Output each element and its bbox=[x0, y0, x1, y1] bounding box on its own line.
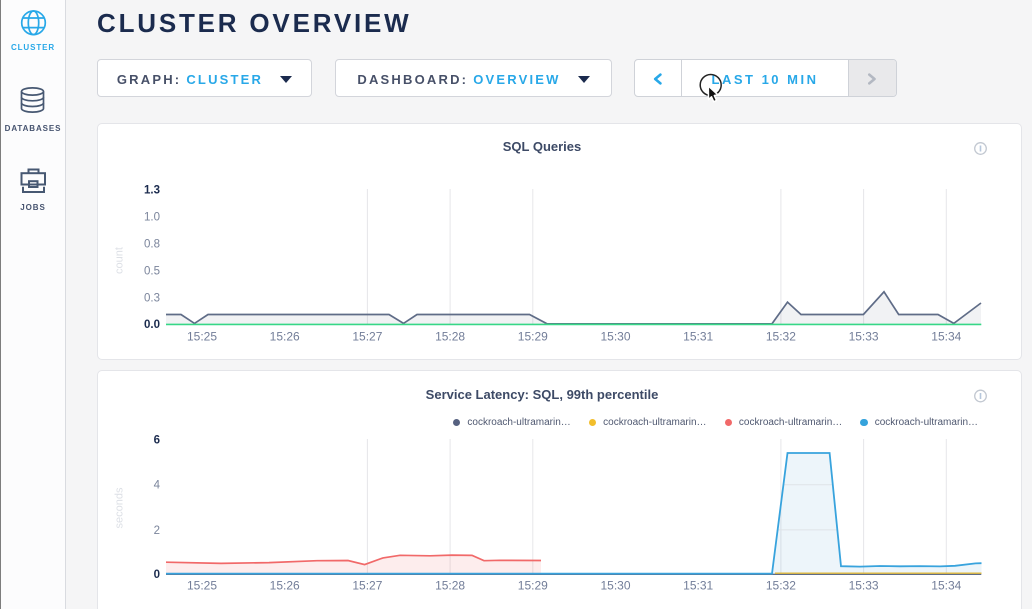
svg-text:15:31: 15:31 bbox=[683, 579, 713, 593]
svg-text:0.8: 0.8 bbox=[144, 239, 160, 251]
svg-text:15:32: 15:32 bbox=[766, 330, 796, 344]
svg-text:15:27: 15:27 bbox=[352, 330, 382, 344]
svg-text:15:27: 15:27 bbox=[352, 579, 382, 593]
svg-text:0.5: 0.5 bbox=[144, 266, 160, 278]
svg-text:15:33: 15:33 bbox=[849, 330, 879, 344]
svg-text:15:34: 15:34 bbox=[931, 330, 961, 344]
svg-text:15:25: 15:25 bbox=[187, 579, 217, 593]
svg-text:15:30: 15:30 bbox=[600, 330, 630, 344]
svg-text:15:32: 15:32 bbox=[766, 579, 796, 593]
svg-text:15:25: 15:25 bbox=[187, 330, 217, 344]
svg-text:1.0: 1.0 bbox=[144, 212, 160, 224]
svg-text:15:30: 15:30 bbox=[600, 579, 630, 593]
svg-text:15:28: 15:28 bbox=[435, 330, 465, 344]
svg-text:1.3: 1.3 bbox=[144, 185, 160, 197]
svg-text:0.3: 0.3 bbox=[144, 293, 160, 305]
svg-text:15:26: 15:26 bbox=[270, 579, 300, 593]
svg-text:4: 4 bbox=[154, 480, 161, 492]
svg-text:15:29: 15:29 bbox=[518, 579, 548, 593]
svg-text:15:28: 15:28 bbox=[435, 579, 465, 593]
svg-text:0.0: 0.0 bbox=[144, 319, 160, 331]
svg-text:seconds: seconds bbox=[114, 487, 126, 528]
svg-text:6: 6 bbox=[154, 435, 160, 447]
svg-text:15:31: 15:31 bbox=[683, 330, 713, 344]
svg-text:0: 0 bbox=[154, 569, 160, 581]
svg-text:15:26: 15:26 bbox=[270, 330, 300, 344]
svg-text:15:34: 15:34 bbox=[931, 579, 961, 593]
svg-text:15:29: 15:29 bbox=[518, 330, 548, 344]
svg-text:count: count bbox=[114, 247, 126, 274]
svg-text:15:33: 15:33 bbox=[849, 579, 879, 593]
svg-text:2: 2 bbox=[154, 525, 160, 537]
